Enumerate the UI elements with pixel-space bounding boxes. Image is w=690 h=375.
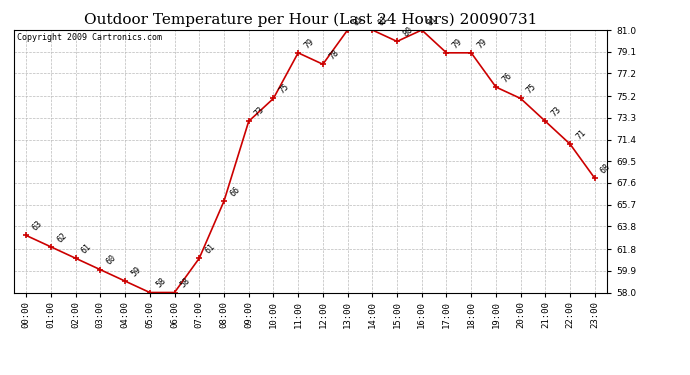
Text: 76: 76 bbox=[500, 71, 513, 84]
Text: 61: 61 bbox=[204, 242, 217, 255]
Text: 81: 81 bbox=[352, 14, 365, 27]
Text: 61: 61 bbox=[80, 242, 93, 255]
Text: 75: 75 bbox=[277, 82, 291, 96]
Text: 68: 68 bbox=[599, 162, 613, 176]
Text: 63: 63 bbox=[30, 219, 43, 232]
Title: Outdoor Temperature per Hour (Last 24 Hours) 20090731: Outdoor Temperature per Hour (Last 24 Ho… bbox=[83, 13, 538, 27]
Text: 79: 79 bbox=[302, 37, 316, 50]
Text: 59: 59 bbox=[129, 265, 143, 278]
Text: 75: 75 bbox=[525, 82, 538, 96]
Text: 79: 79 bbox=[475, 37, 489, 50]
Text: 58: 58 bbox=[179, 276, 192, 290]
Text: Copyright 2009 Cartronics.com: Copyright 2009 Cartronics.com bbox=[17, 33, 161, 42]
Text: 79: 79 bbox=[451, 37, 464, 50]
Text: 58: 58 bbox=[154, 276, 168, 290]
Text: 71: 71 bbox=[574, 128, 588, 141]
Text: 81: 81 bbox=[377, 14, 390, 27]
Text: 62: 62 bbox=[55, 231, 68, 244]
Text: 80: 80 bbox=[401, 25, 415, 39]
Text: 66: 66 bbox=[228, 185, 242, 198]
Text: 73: 73 bbox=[549, 105, 563, 118]
Text: 73: 73 bbox=[253, 105, 266, 118]
Text: 60: 60 bbox=[104, 254, 118, 267]
Text: 78: 78 bbox=[327, 48, 340, 62]
Text: 81: 81 bbox=[426, 14, 440, 27]
